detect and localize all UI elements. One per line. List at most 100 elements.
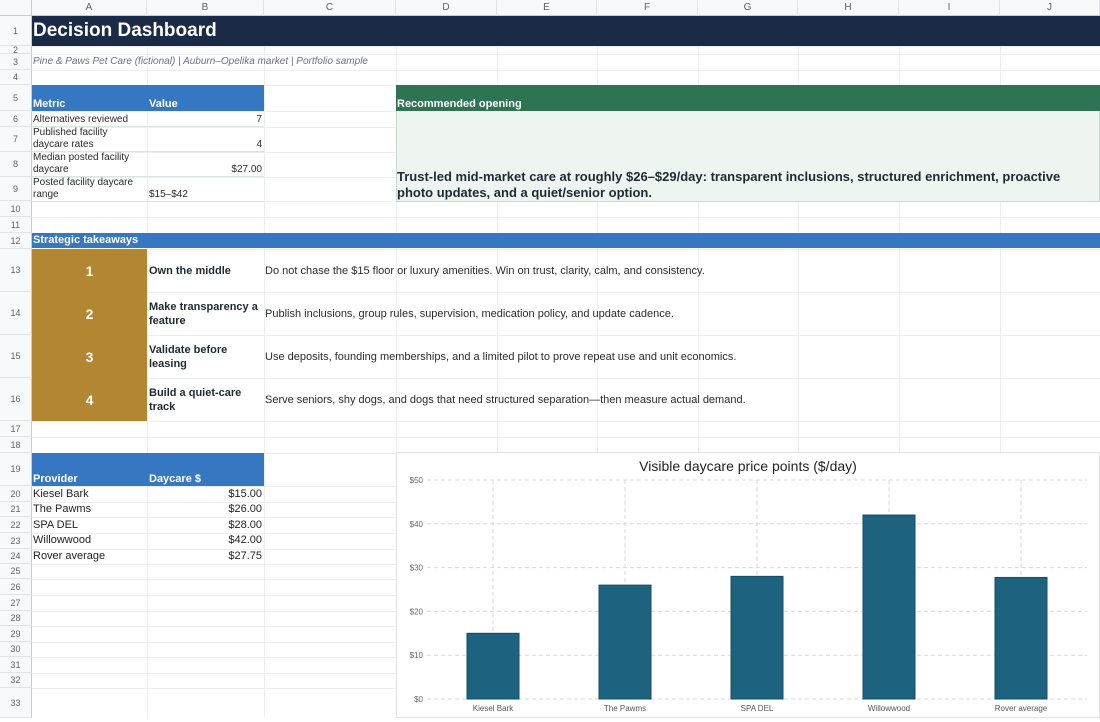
column-header-g[interactable]: G xyxy=(698,0,798,16)
title-bar[interactable] xyxy=(32,16,1100,46)
column-header-d[interactable]: D xyxy=(396,0,497,16)
row-header-20[interactable]: 20 xyxy=(0,486,32,502)
row-header-16[interactable]: 16 xyxy=(0,378,32,421)
takeaway-description[interactable]: Publish inclusions, group rules, supervi… xyxy=(265,307,674,320)
recommended-opening-header[interactable]: Recommended opening xyxy=(396,85,1100,111)
column-header-a[interactable]: A xyxy=(32,0,147,16)
chart-bar-willowwood[interactable] xyxy=(862,514,916,700)
chart-bar-kiesel-bark[interactable] xyxy=(466,632,520,700)
row-header-12[interactable]: 12 xyxy=(0,233,32,249)
provider-name[interactable]: SPA DEL xyxy=(33,519,79,531)
daycare-price-column-header: Daycare $ xyxy=(149,473,201,485)
recommended-opening-cell[interactable] xyxy=(396,111,1100,202)
grid-column-line xyxy=(698,16,699,718)
row-header-2[interactable]: 2 xyxy=(0,45,32,55)
row-header-10[interactable]: 10 xyxy=(0,201,32,217)
row-header-28[interactable]: 28 xyxy=(0,611,32,626)
row-header-29[interactable]: 29 xyxy=(0,626,32,642)
row-header-31[interactable]: 31 xyxy=(0,657,32,673)
column-header-c[interactable]: C xyxy=(264,0,396,16)
row-header-1[interactable]: 1 xyxy=(0,16,32,46)
metric-label[interactable]: Published facility daycare rates xyxy=(33,127,108,150)
row-header-21[interactable]: 21 xyxy=(0,502,32,517)
metric-value[interactable]: $15–$42 xyxy=(149,189,188,200)
row-header-6[interactable]: 6 xyxy=(0,111,32,127)
metric-label[interactable]: Alternatives reviewed xyxy=(33,114,129,125)
provider-price[interactable]: $15.00 xyxy=(228,488,262,500)
chart-bar-spa-del[interactable] xyxy=(730,575,784,700)
row-header-9[interactable]: 9 xyxy=(0,177,32,201)
row-header-8[interactable]: 8 xyxy=(0,152,32,177)
provider-name[interactable]: The Pawms xyxy=(33,503,92,515)
row-header-11[interactable]: 11 xyxy=(0,217,32,233)
chart-bars xyxy=(466,514,1048,700)
takeaway-number[interactable]: 1 xyxy=(32,249,147,292)
row-header-25[interactable]: 25 xyxy=(0,564,32,579)
metric-value[interactable]: $27.00 xyxy=(231,164,262,175)
metric-label[interactable]: Median posted facility daycare xyxy=(33,152,130,175)
row-header-15[interactable]: 15 xyxy=(0,335,32,378)
price-chart[interactable]: Visible daycare price points ($/day) $0 $… xyxy=(396,452,1100,718)
takeaway-number[interactable]: 4 xyxy=(32,378,147,421)
value-column-header: Value xyxy=(149,98,178,110)
provider-name[interactable]: Willowwood xyxy=(33,534,92,546)
metric-value[interactable]: 4 xyxy=(256,139,262,150)
metric-label[interactable]: Posted facility daycare range xyxy=(33,177,134,200)
takeaway-title[interactable]: Make transparency a feature xyxy=(149,300,258,327)
row-divider xyxy=(32,151,264,152)
row-header-23[interactable]: 23 xyxy=(0,533,32,549)
column-header-b[interactable]: B xyxy=(147,0,264,16)
chart-bar-rover-average[interactable] xyxy=(994,576,1048,700)
row-header-4[interactable]: 4 xyxy=(0,70,32,85)
column-header-j[interactable]: J xyxy=(1000,0,1100,16)
takeaway-description[interactable]: Serve seniors, shy dogs, and dogs that n… xyxy=(265,393,746,406)
row-header-3[interactable]: 3 xyxy=(0,54,32,70)
row-header-27[interactable]: 27 xyxy=(0,595,32,611)
takeaway-title[interactable]: Own the middle xyxy=(149,264,231,277)
row-header-24[interactable]: 24 xyxy=(0,549,32,564)
price-bar-chart-svg: Visible daycare price points ($/day) $0$… xyxy=(410,458,1087,713)
metric-table-header[interactable]: Metric Value xyxy=(32,85,264,111)
row-header-32[interactable]: 32 xyxy=(0,673,32,688)
chart-bar-the-pawms[interactable] xyxy=(598,584,652,700)
row-header-19[interactable]: 19 xyxy=(0,453,32,486)
column-header-h[interactable]: H xyxy=(798,0,899,16)
row-header-30[interactable]: 30 xyxy=(0,642,32,657)
takeaway-title[interactable]: Validate before leasing xyxy=(149,343,228,370)
row-header-22[interactable]: 22 xyxy=(0,517,32,533)
row-header-33[interactable]: 33 xyxy=(0,688,32,718)
row-header-26[interactable]: 26 xyxy=(0,579,32,595)
grid-column-line xyxy=(1000,16,1001,718)
provider-name[interactable]: Rover average xyxy=(33,550,106,562)
takeaway-description[interactable]: Use deposits, founding memberships, and … xyxy=(265,350,737,363)
grid-row-line xyxy=(32,217,1100,218)
metric-value[interactable]: 7 xyxy=(256,114,262,125)
row-header-17[interactable]: 17 xyxy=(0,421,32,437)
strategic-takeaways-header[interactable]: Strategic takeaways xyxy=(32,233,1100,248)
provider-name[interactable]: Kiesel Bark xyxy=(33,488,89,500)
takeaway-title[interactable]: Build a quiet-care track xyxy=(149,386,242,413)
provider-price[interactable]: $27.75 xyxy=(228,550,262,562)
row-header-13[interactable]: 13 xyxy=(0,249,32,292)
select-all-corner[interactable] xyxy=(0,0,32,16)
row-header-18[interactable]: 18 xyxy=(0,437,32,453)
grid-column-line xyxy=(396,16,397,718)
column-header-f[interactable]: F xyxy=(597,0,698,16)
row-header-14[interactable]: 14 xyxy=(0,292,32,335)
takeaway-number[interactable]: 3 xyxy=(32,335,147,378)
provider-price[interactable]: $26.00 xyxy=(228,503,262,515)
grid-row-line xyxy=(32,54,1100,55)
row-header-5[interactable]: 5 xyxy=(0,85,32,111)
chart-x-tick-label: SPA DEL xyxy=(741,704,774,713)
takeaway-description[interactable]: Do not chase the $15 floor or luxury ame… xyxy=(265,264,705,277)
provider-table-header[interactable]: Provider Daycare $ xyxy=(32,453,264,486)
column-header-e[interactable]: E xyxy=(497,0,597,16)
column-header-i[interactable]: I xyxy=(899,0,1000,16)
row-header-7[interactable]: 7 xyxy=(0,127,32,152)
chart-y-tick-label: $40 xyxy=(410,520,424,529)
takeaway-number[interactable]: 2 xyxy=(32,292,147,335)
provider-column-header: Provider xyxy=(33,473,78,485)
chart-y-tick-labels: $0 $10 $20 $30 $40 $50 xyxy=(410,476,424,704)
provider-price[interactable]: $28.00 xyxy=(228,519,262,531)
provider-price[interactable]: $42.00 xyxy=(228,534,262,546)
